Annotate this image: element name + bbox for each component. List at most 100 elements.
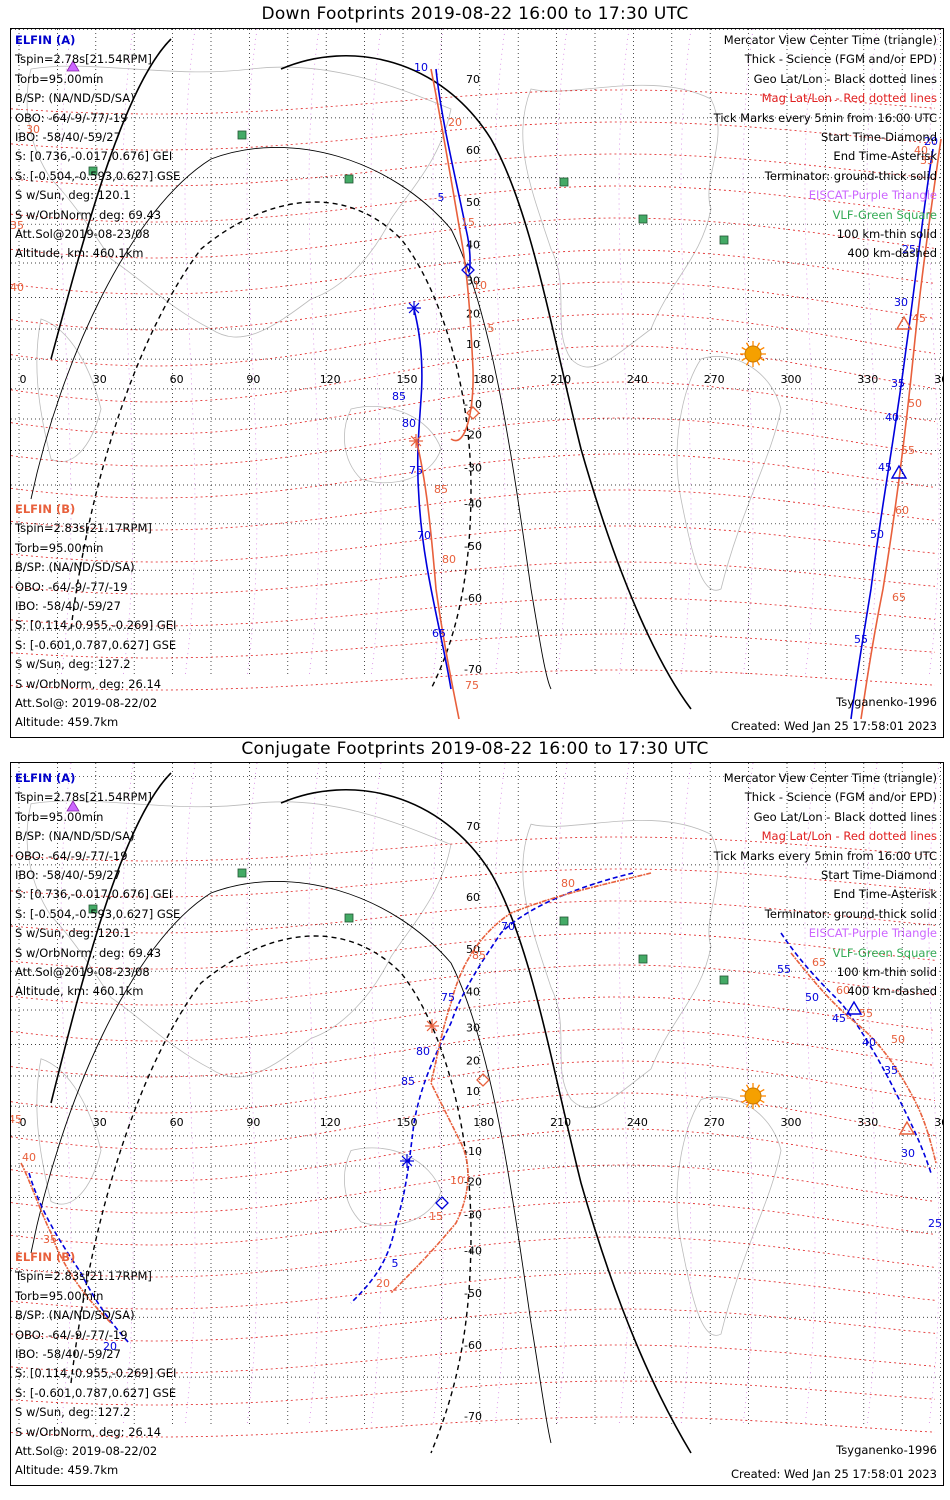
elfin-a-track bbox=[28, 1172, 130, 1344]
longitude-tick-label: 240 bbox=[627, 1116, 648, 1129]
legend-entry: 100 km-thin solid bbox=[836, 227, 937, 242]
latitude-tick-label: -70 bbox=[464, 663, 482, 676]
elfin-b-track bbox=[390, 872, 652, 1294]
sun-ray bbox=[756, 1102, 761, 1108]
elfin-b-tick-label: 15 bbox=[429, 1210, 443, 1223]
elfin-b-info-line: S w/Sun, deg: 127.2 bbox=[15, 1405, 131, 1420]
elfin-a-tick-label: 55 bbox=[777, 963, 791, 976]
elfin-a-info-line: IBO: -58/40/-59/27 bbox=[15, 130, 121, 145]
legend-entry: 100 km-thin solid bbox=[836, 965, 937, 980]
legend-entry: Start Time-Diamond bbox=[821, 130, 937, 145]
legend-entry: VLF-Green Square bbox=[832, 945, 937, 960]
elfin-b-info-line: OBO: -64/-9/-77/-19 bbox=[15, 1327, 128, 1342]
elfin-a-info-bottom: ELFIN (A) Tspin=2.78s[21.54RPM] Torb=95.0… bbox=[15, 769, 180, 1002]
longitude-tick-label: 300 bbox=[781, 373, 802, 386]
elfin-b-info: ELFIN (B) Tspin=2.83s[21.17RPM] Torb=95.0… bbox=[15, 500, 176, 733]
sun-ray bbox=[741, 357, 747, 362]
latitude-tick-label: 20 bbox=[466, 1054, 480, 1067]
mag-latitude-line bbox=[11, 1028, 936, 1078]
mag-longitude-line bbox=[432, 763, 444, 1426]
mag-longitude-line bbox=[432, 29, 444, 678]
vlf-station-square bbox=[638, 214, 648, 224]
model-name-bottom: Tsyganenko-1996 bbox=[836, 1443, 937, 1457]
down-footprints-map: 0 30 60 90 120 150 180 210 240 270 300 330 360 70 60 50… bbox=[10, 28, 944, 738]
start-time-diamond bbox=[466, 406, 480, 420]
sun-ray bbox=[745, 1084, 750, 1090]
legend-entry: VLF-Green Square bbox=[832, 207, 937, 222]
elfin-a-info-line: S: [-0.504,-0.593,0.627] GSE bbox=[15, 168, 181, 183]
model-name: Tsyganenko-1996 bbox=[836, 695, 937, 709]
latitude-tick-label: -40 bbox=[464, 498, 482, 511]
mag-longitude-line bbox=[370, 763, 382, 1426]
mag-longitude-line bbox=[556, 763, 568, 1426]
longitude-tick-label: 330 bbox=[857, 373, 878, 386]
latitude-tick-label: 50 bbox=[466, 196, 480, 209]
legend-entry: Start Time-Diamond bbox=[821, 868, 937, 883]
longitude-tick-label: 270 bbox=[704, 373, 725, 386]
latitude-tick-label: 30 bbox=[466, 275, 480, 288]
elfin-b-tick-label: 50 bbox=[908, 397, 922, 410]
start-time-diamond bbox=[435, 1196, 449, 1210]
elfin-b-info-line: S: [0.114,-0.955,-0.269] GEI bbox=[15, 618, 177, 633]
latitude-tick-label: -30 bbox=[464, 461, 482, 474]
longitude-tick-label: 240 bbox=[627, 373, 648, 386]
latitude-tick-label: -70 bbox=[464, 1410, 482, 1423]
legend-entry: EISCAT-Purple Triangle bbox=[808, 188, 937, 203]
legend-entry: 400 km-dashed bbox=[847, 246, 937, 261]
latitude-tick-label: -10 bbox=[464, 1145, 482, 1158]
elfin-a-info-line: S: [0.736,-0.017,0.676] GEI bbox=[15, 149, 173, 164]
mag-longitude-line bbox=[184, 29, 196, 678]
eiscat-triangle bbox=[66, 60, 80, 72]
mag-longitude-line bbox=[804, 29, 816, 678]
vlf-station-square bbox=[237, 130, 247, 140]
mag-longitude-line bbox=[556, 29, 568, 678]
elfin-b-info-line: S w/OrbNorm, deg: 26.14 bbox=[15, 676, 162, 691]
elfin-a-info: ELFIN (A) Tspin=2.78s[21.54RPM] Torb=95.0… bbox=[15, 31, 180, 264]
elfin-a-tick-label: 55 bbox=[854, 633, 868, 646]
elfin-b-tick-label: 75 bbox=[465, 679, 479, 692]
longitude-tick-label: 90 bbox=[246, 1116, 260, 1129]
sun-icon bbox=[744, 345, 762, 363]
elfin-b-info-line: Torb=95.00min bbox=[15, 540, 104, 555]
latitude-tick-label: 10 bbox=[466, 338, 480, 351]
vlf-station-square bbox=[88, 904, 98, 914]
legend-entry: EISCAT-Purple Triangle bbox=[808, 926, 937, 941]
elfin-a-info-line: Tspin=2.78s[21.54RPM] bbox=[15, 52, 152, 67]
legend-entry: Terminator: ground-thick solid bbox=[764, 168, 937, 183]
legend-entry: 400 km-dashed bbox=[847, 984, 937, 999]
elfin-a-tick-label: 85 bbox=[392, 390, 406, 403]
legend-entry: Thick - Science (FGM and/or EPD) bbox=[744, 52, 937, 67]
longitude-tick-label: 30 bbox=[93, 1116, 107, 1129]
latitude-tick-label: 20 bbox=[466, 307, 480, 320]
longitude-tick-label: 360 bbox=[934, 373, 943, 386]
longitude-tick-label: 150 bbox=[397, 1116, 418, 1129]
elfin-a-tick-label: 5 bbox=[392, 1257, 399, 1270]
terminator-100km bbox=[30, 147, 552, 690]
sun-ray bbox=[759, 357, 765, 362]
elfin-b-tick-label: 40 bbox=[914, 144, 928, 157]
legend-entry: Geo Lat/Lon - Black dotted lines bbox=[753, 71, 937, 86]
center-time-triangle bbox=[845, 1000, 863, 1015]
longitude-tick-label: 270 bbox=[704, 1116, 725, 1129]
elfin-a-tick-label: 70 bbox=[501, 920, 515, 933]
start-time-diamond bbox=[476, 1073, 490, 1087]
elfin-a-tick-label: 30 bbox=[901, 1147, 915, 1160]
elfin-a-tick-label: 25 bbox=[902, 243, 916, 256]
elfin-b-info-line: Altitude: 459.7km bbox=[15, 1463, 119, 1478]
elfin-a-info-line: Att.Sol@2019-08-23/08 bbox=[15, 227, 150, 242]
sun-ray bbox=[756, 360, 761, 366]
elfin-a-tick-label: 80 bbox=[416, 1045, 430, 1058]
sun-ray bbox=[745, 342, 750, 348]
latitude-tick-label: 10 bbox=[466, 1085, 480, 1098]
elfin-b-info-line: S: [-0.601,0.787,0.627] GSE bbox=[15, 637, 177, 652]
mag-latitude-line bbox=[11, 1092, 936, 1150]
elfin-b-tick-label: 20 bbox=[448, 116, 462, 129]
elfin-a-info-line: S w/OrbNorm, deg: 69.43 bbox=[15, 945, 162, 960]
latitude-tick-label: 60 bbox=[466, 891, 480, 904]
elfin-b-tick-label: 45 bbox=[912, 312, 926, 325]
elfin-a-tick-label: 50 bbox=[805, 991, 819, 1004]
coastline bbox=[676, 356, 782, 591]
elfin-a-track bbox=[350, 872, 634, 1304]
elfin-a-tick-label: 25 bbox=[928, 1217, 942, 1230]
coastline bbox=[36, 318, 102, 462]
